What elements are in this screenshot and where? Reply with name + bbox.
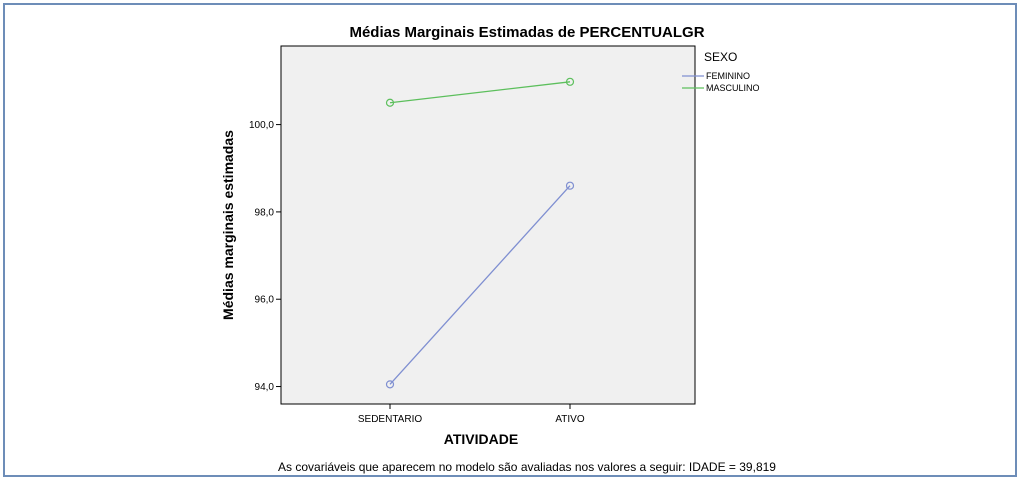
- x-tick-label: SEDENTARIO: [358, 414, 422, 425]
- footnote: As covariáveis que aparecem no modelo sã…: [278, 460, 776, 474]
- y-tick-label: 96,0: [255, 295, 275, 306]
- legend: SEXO FEMININO MASCULINO: [682, 50, 760, 93]
- data-point-masculino: [385, 98, 395, 107]
- series-line-masculino: [389, 81, 571, 104]
- data-point-feminino: [565, 181, 575, 190]
- legend-title: SEXO: [704, 50, 737, 64]
- y-tick-label: 94,0: [255, 382, 275, 393]
- series-layer: [385, 77, 575, 389]
- y-axis: 94,0 96,0 98,0 100,0: [249, 120, 281, 393]
- x-tick-label: ATIVO: [555, 414, 584, 425]
- legend-item-masculino: MASCULINO: [706, 83, 760, 93]
- data-point-feminino: [385, 380, 395, 389]
- y-axis-label: Médias marginais estimadas: [220, 130, 236, 320]
- data-point-masculino: [565, 77, 575, 86]
- x-axis: SEDENTARIO ATIVO: [358, 404, 585, 425]
- y-tick-label: 100,0: [249, 120, 274, 131]
- legend-item-feminino: FEMININO: [706, 71, 750, 81]
- chart-title: Médias Marginais Estimadas de PERCENTUAL…: [349, 24, 704, 41]
- y-tick-label: 98,0: [255, 207, 275, 218]
- plot-area: [280, 45, 696, 405]
- series-line-feminino: [389, 185, 571, 385]
- x-axis-label: ATIVIDADE: [444, 431, 518, 447]
